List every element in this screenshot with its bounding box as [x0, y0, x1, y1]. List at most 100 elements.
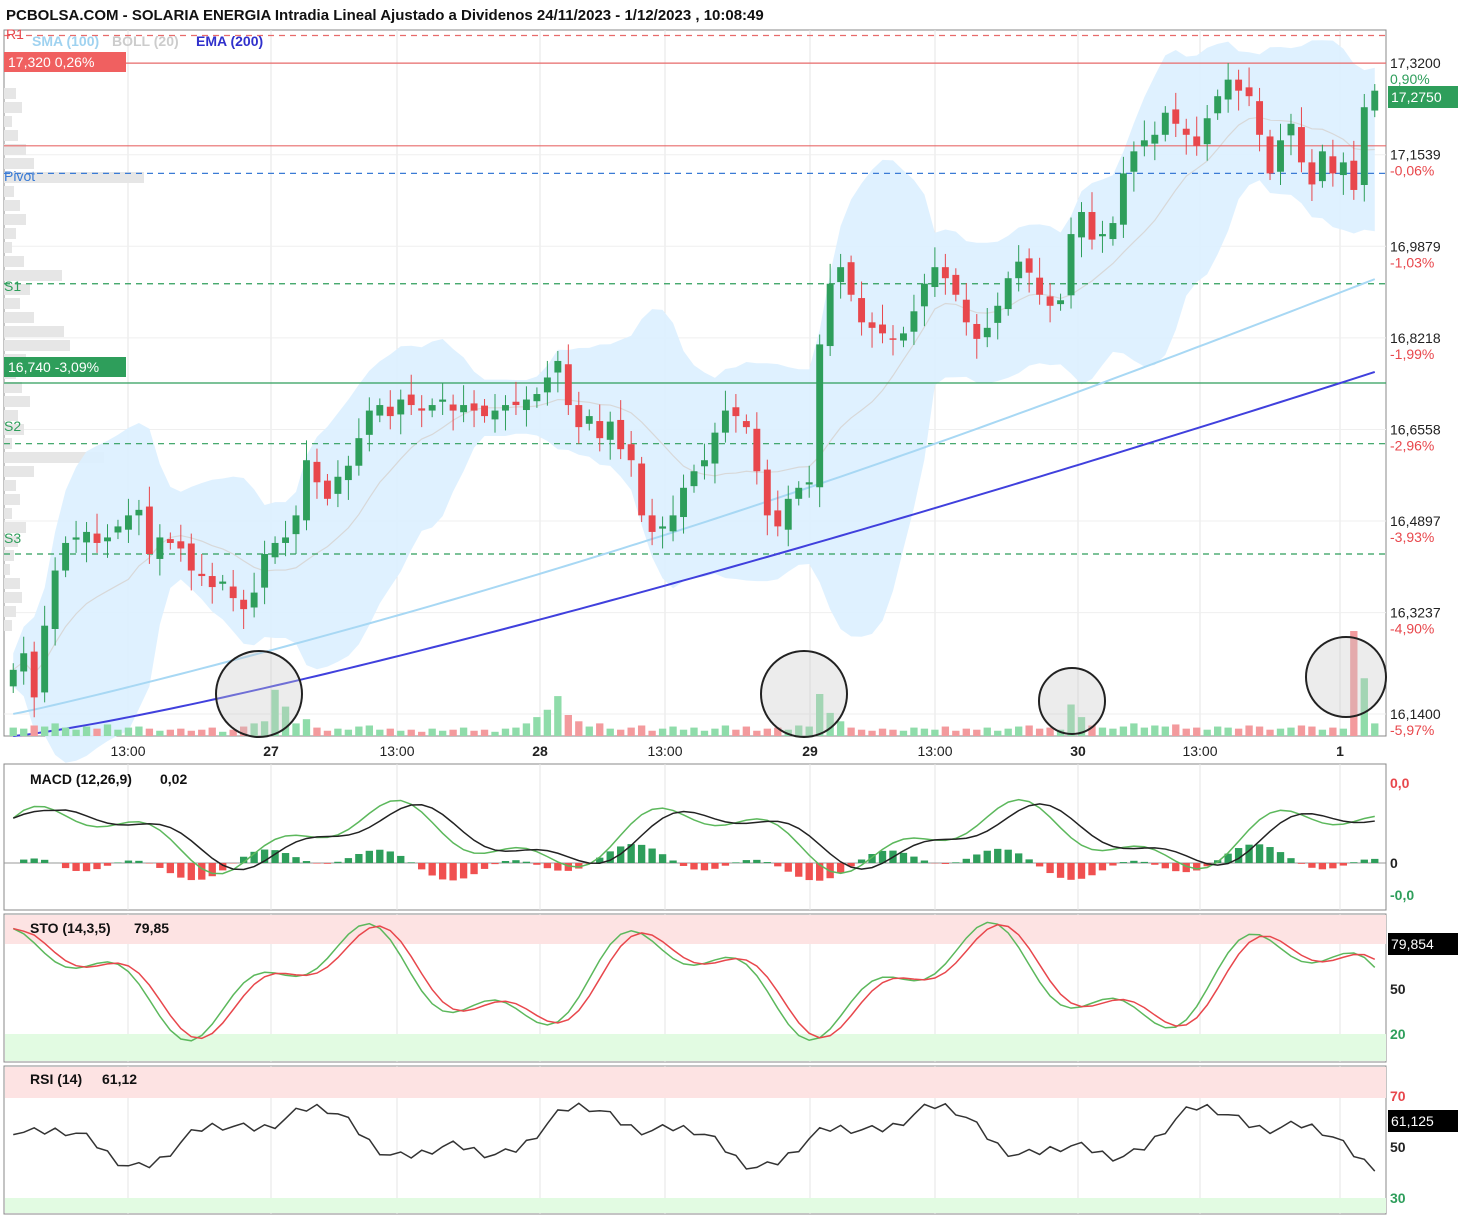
- candle-body: [920, 283, 928, 307]
- candle-body: [795, 487, 803, 499]
- candle-body: [1182, 128, 1190, 135]
- candle-body: [470, 403, 478, 411]
- volume-bar: [376, 729, 384, 736]
- volume-bar: [690, 727, 698, 736]
- macd-hist-bar: [742, 860, 751, 863]
- legend-r1: R1: [6, 26, 24, 42]
- volume-bar: [952, 730, 960, 736]
- candle-body: [271, 542, 279, 558]
- volume-bar: [20, 728, 28, 736]
- candle-body: [889, 338, 897, 340]
- volume-bar: [585, 726, 593, 736]
- candle-body: [826, 283, 834, 347]
- candle-body: [805, 482, 813, 485]
- volume-bar: [208, 727, 216, 736]
- price-tick-label: 17,3200: [1390, 55, 1441, 71]
- candle-body: [941, 267, 949, 279]
- macd-hist-bar: [1161, 863, 1169, 869]
- rsi-tick-70: 70: [1390, 1088, 1406, 1104]
- volume-bar: [344, 729, 353, 736]
- macd-hist-bar: [313, 863, 321, 864]
- profile-bar: [4, 298, 20, 309]
- macd-hist-bar: [1077, 863, 1086, 879]
- profile-bar: [4, 326, 64, 337]
- volume-bar: [1109, 728, 1117, 736]
- volume-bar: [491, 731, 499, 736]
- macd-hist-bar: [1308, 863, 1316, 868]
- macd-hist-bar: [554, 863, 562, 871]
- candle-body: [1266, 136, 1274, 174]
- macd-hist-bar: [177, 863, 185, 878]
- volume-bar: [637, 725, 646, 736]
- volume-bar: [1318, 729, 1327, 736]
- macd-hist-bar: [449, 863, 457, 881]
- macd-hist-bar: [1371, 858, 1379, 863]
- macd-plot: [4, 798, 1386, 881]
- macd-signal-line: [12, 803, 1375, 871]
- volume-bar: [124, 727, 133, 736]
- volume-bar: [135, 726, 143, 736]
- volume-bar: [1360, 678, 1368, 736]
- price-tick-label: 16,8218: [1390, 330, 1441, 346]
- macd-hist-bar: [575, 863, 583, 869]
- macd-hist-bar: [910, 856, 918, 863]
- last-pct: 0,90%: [1390, 71, 1430, 87]
- rsi-overbought-zone: [5, 1067, 1386, 1098]
- candle-body: [1297, 127, 1305, 163]
- macd-hist-bar: [533, 863, 541, 865]
- volume-bar: [1276, 728, 1285, 736]
- candle-body: [418, 408, 426, 411]
- macd-panel: [3, 763, 1387, 911]
- sto-tag-bg: [1388, 933, 1458, 955]
- macd-hist-bar: [114, 862, 122, 863]
- volume-bar: [1077, 717, 1086, 736]
- volume-bar: [596, 723, 604, 736]
- volume-bars: [9, 631, 1379, 736]
- candle-body: [313, 461, 321, 483]
- profile-bar: [4, 396, 30, 407]
- macd-hist-bar: [166, 863, 175, 874]
- macd-hist-bar: [878, 850, 887, 863]
- volume-bar: [753, 730, 761, 736]
- macd-hist-bar: [795, 863, 803, 877]
- candle-body: [627, 444, 635, 461]
- macd-hist-bar: [522, 861, 531, 863]
- volume-bar: [784, 729, 792, 736]
- candle-body: [742, 421, 750, 428]
- volume-bar: [365, 725, 373, 736]
- volume-bar: [30, 725, 38, 736]
- candle-body: [9, 669, 17, 687]
- profile-bar: [4, 270, 62, 281]
- time-tick-label: 30: [1070, 743, 1086, 759]
- candle-body: [1140, 140, 1148, 147]
- candle-body: [879, 324, 886, 334]
- volume-bar: [1213, 726, 1222, 736]
- volume-bar: [1350, 631, 1358, 736]
- profile-bar: [4, 116, 12, 127]
- price-tick-label: 16,4897: [1390, 513, 1441, 529]
- volume-bar: [1287, 727, 1295, 736]
- volume-bar: [805, 726, 813, 736]
- price-axis: 17,3200 17,1539-0,06% 16,9879-1,03% 16,8218…: [1390, 55, 1441, 738]
- macd-hist-bar: [763, 862, 771, 863]
- macd-hist-bar: [1056, 863, 1065, 878]
- profile-bar: [4, 340, 70, 351]
- candle-body: [156, 537, 164, 559]
- volume-bar: [501, 728, 510, 736]
- macd-hist-bar: [1266, 847, 1274, 863]
- candle-body: [460, 405, 468, 413]
- candle-body: [439, 399, 447, 402]
- volume-bar: [219, 731, 227, 736]
- volume-bar: [1098, 727, 1107, 736]
- macd-hist-bar: [344, 858, 353, 863]
- sto-oversold-zone: [5, 1034, 1386, 1061]
- macd-hist-bar: [250, 851, 258, 863]
- volume-bar: [606, 728, 614, 736]
- volume-bar: [1046, 727, 1054, 736]
- macd-hist-bar: [1140, 861, 1149, 863]
- volume-bar: [198, 729, 206, 736]
- candle-body: [250, 592, 258, 608]
- volume-bar: [334, 728, 342, 736]
- candle-body: [1161, 112, 1169, 135]
